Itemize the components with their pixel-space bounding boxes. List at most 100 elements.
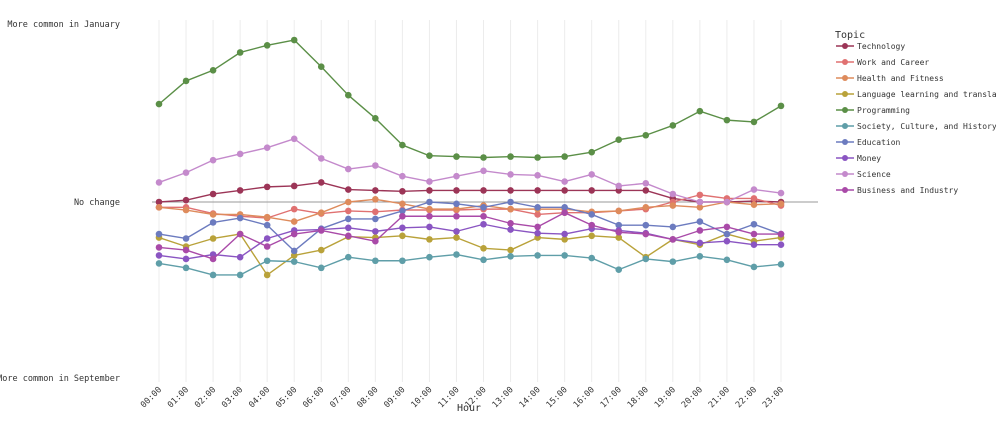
series-line: [158, 223, 781, 260]
series-line: [158, 138, 782, 203]
data-point: [534, 204, 541, 211]
data-point: [561, 187, 568, 194]
data-point: [399, 188, 406, 195]
legend-label: Programming: [857, 106, 910, 115]
x-tick-label: 02:00: [193, 385, 218, 410]
data-point: [345, 207, 352, 215]
x-tick-label: 09:00: [382, 385, 407, 410]
data-point: [182, 169, 190, 176]
legend-item: Programming: [836, 106, 910, 115]
data-point: [263, 257, 271, 265]
x-tick-label: 06:00: [301, 385, 326, 410]
legend-label: Technology: [857, 42, 905, 51]
legend-item: Society, Culture, and History: [836, 122, 996, 131]
data-point: [777, 230, 785, 238]
data-point: [426, 205, 433, 213]
data-point: [669, 202, 677, 209]
data-point: [290, 36, 298, 44]
legend-swatch-marker: [842, 139, 848, 145]
data-point: [534, 154, 541, 161]
data-point: [155, 204, 163, 211]
data-point: [209, 219, 217, 226]
data-point: [669, 236, 677, 243]
x-tick-label: 01:00: [166, 385, 191, 410]
data-point: [182, 246, 190, 254]
data-point: [777, 189, 785, 197]
x-tick-label: 18:00: [626, 385, 651, 410]
legend-item: Language learning and translation: [836, 90, 996, 99]
data-point: [372, 257, 379, 265]
x-tick-label: 17:00: [599, 385, 624, 410]
data-point: [750, 186, 758, 193]
data-point: [696, 191, 704, 199]
legend-swatch-marker: [842, 59, 848, 65]
data-point: [155, 100, 163, 108]
data-point: [155, 230, 163, 238]
data-point: [669, 223, 677, 231]
data-point: [263, 213, 271, 221]
legend-label: Society, Culture, and History: [857, 122, 996, 131]
data-point: [507, 153, 514, 160]
data-point: [345, 215, 352, 223]
data-point: [588, 148, 595, 156]
data-point: [236, 49, 244, 56]
data-point: [372, 228, 379, 235]
data-point: [317, 246, 325, 254]
data-point: [750, 118, 758, 126]
data-point: [507, 187, 514, 194]
data-point: [182, 235, 190, 242]
data-point: [290, 258, 298, 265]
series-layer: [155, 36, 785, 279]
data-point: [209, 235, 217, 242]
data-point: [480, 154, 487, 161]
data-point: [426, 223, 433, 231]
x-tick-label: 00:00: [139, 385, 164, 410]
data-point: [480, 204, 487, 211]
legend-swatch-marker: [842, 107, 848, 113]
data-point: [588, 232, 595, 240]
data-point: [399, 172, 406, 180]
x-tick-label: 19:00: [653, 385, 678, 410]
data-point: [182, 255, 190, 263]
data-point: [615, 182, 623, 190]
y-label-middle: No change: [74, 198, 120, 208]
data-point: [507, 220, 514, 227]
data-point: [209, 156, 217, 164]
series-group: [155, 179, 785, 206]
data-point: [642, 230, 650, 238]
data-point: [696, 198, 704, 206]
data-point: [345, 198, 352, 206]
data-point: [723, 116, 731, 124]
data-point: [453, 251, 460, 258]
data-point: [317, 227, 325, 234]
data-point: [561, 236, 568, 243]
data-point: [480, 220, 487, 228]
data-point: [534, 229, 541, 237]
data-point: [723, 198, 731, 206]
legend-item: Education: [836, 138, 901, 147]
data-point: [426, 152, 433, 160]
data-point: [453, 212, 460, 220]
data-point: [345, 91, 352, 99]
data-point: [561, 230, 568, 238]
data-point: [750, 195, 758, 202]
data-point: [182, 77, 190, 85]
legend: Topic Technology Work and Career Health an…: [835, 30, 996, 195]
x-axis-title: Hour: [457, 403, 481, 414]
data-point: [750, 263, 758, 271]
data-point: [236, 253, 244, 261]
data-point: [777, 200, 785, 208]
legend-title: Topic: [835, 30, 865, 41]
data-point: [209, 66, 217, 74]
series-line: [158, 253, 782, 276]
data-point: [372, 196, 379, 203]
data-point: [642, 255, 650, 263]
data-point: [426, 187, 433, 194]
x-tick-label: 22:00: [734, 385, 759, 410]
data-point: [372, 187, 379, 194]
data-point: [642, 180, 650, 187]
data-point: [723, 230, 731, 238]
data-point: [615, 228, 623, 236]
data-point: [696, 204, 704, 211]
series-group: [155, 251, 785, 279]
